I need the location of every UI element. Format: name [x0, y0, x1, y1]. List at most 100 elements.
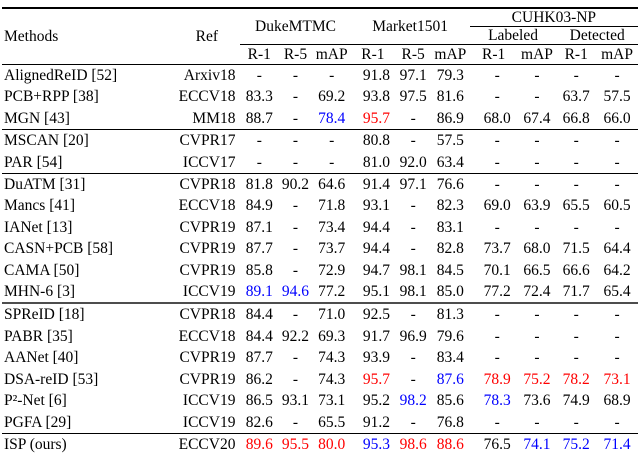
value-cell: -: [573, 349, 579, 367]
method-cell: SPReID [18]: [2, 302, 174, 326]
value-cell: -: [573, 327, 579, 345]
table-row: CASN+PCB [58] CVPR19 87.7 - 73.7 94.4 - 82.8 73.…: [2, 238, 638, 259]
ref-cell: ICCV19: [182, 413, 236, 431]
value-cell: -: [494, 349, 500, 367]
header-metric: mAP: [430, 44, 470, 65]
value-cell: -: [292, 197, 299, 215]
value-cell: 78.2: [562, 370, 590, 388]
value-cell: 74.3: [318, 370, 346, 388]
value-cell: 93.1: [281, 392, 310, 410]
value-cell: 80.8: [350, 129, 396, 152]
ref-cell: CVPR18: [173, 302, 241, 326]
method-cell: MHN-6 [3]: [4, 283, 76, 301]
value-cell: 64.4: [603, 240, 631, 258]
method-cell: MGN [43]: [4, 109, 70, 127]
ref-cell: CVPR17: [173, 129, 241, 152]
ref-cell: CVPR19: [179, 370, 236, 388]
value-cell: -: [395, 129, 431, 152]
value-cell: 66.6: [562, 261, 590, 279]
value-cell: 87.1: [245, 218, 273, 236]
value-cell: 83.1: [436, 218, 464, 236]
value-cell: 98.2: [399, 392, 427, 410]
value-cell: -: [517, 173, 557, 196]
value-cell: 94.4: [362, 240, 390, 258]
value-cell: 66.0: [603, 109, 631, 127]
value-cell: -: [517, 302, 557, 326]
value-cell: 73.4: [318, 218, 346, 236]
value-cell: -: [534, 67, 540, 84]
table-row: PABR [35] ECCV18 84.4 92.2 69.3 91.7 96.9 79.6 -…: [2, 326, 638, 347]
value-cell: -: [596, 302, 638, 326]
value-cell: -: [573, 67, 579, 84]
value-cell: 63.7: [562, 88, 590, 106]
header-metric: mAP: [596, 44, 638, 65]
value-cell: 72.9: [318, 261, 346, 279]
value-cell: 95.7: [362, 370, 390, 388]
table-row: ISP (ours) ECCV20 89.6 95.5 80.0 95.3 98.6 88.6…: [2, 432, 638, 454]
value-cell: 92.0: [399, 153, 427, 171]
value-cell: -: [614, 218, 620, 236]
value-cell: -: [573, 153, 579, 171]
value-cell: 89.1: [245, 283, 273, 301]
value-cell: -: [469, 129, 518, 152]
value-cell: -: [410, 197, 416, 215]
value-cell: 68.9: [603, 392, 631, 410]
value-cell: 95.3: [350, 432, 396, 454]
value-cell: -: [410, 109, 416, 127]
value-cell: 63.4: [436, 153, 464, 171]
table-row: MSCAN [20] CVPR17- - -80.8-57.5- - - -: [2, 129, 638, 152]
value-cell: -: [494, 88, 500, 106]
value-cell: -: [614, 413, 620, 431]
value-cell: -: [614, 153, 620, 171]
value-cell: -: [573, 413, 579, 431]
value-cell: -: [410, 370, 416, 388]
value-cell: -: [292, 413, 299, 431]
value-cell: 65.5: [562, 197, 590, 215]
value-cell: 92.5: [350, 302, 396, 326]
value-cell: 68.0: [483, 109, 511, 127]
value-cell: 73.1: [603, 370, 631, 388]
value-cell: 69.2: [318, 88, 346, 106]
value-cell: -: [517, 129, 557, 152]
value-cell: -: [494, 67, 500, 84]
value-cell: -: [494, 413, 500, 431]
value-cell: -: [329, 153, 335, 171]
method-cell: IANet [13]: [4, 218, 73, 236]
value-cell: -: [278, 129, 313, 152]
value-cell: -: [556, 129, 597, 152]
value-cell: 89.6: [240, 432, 279, 454]
value-cell: 95.1: [362, 283, 390, 301]
header-metric: R-1: [240, 44, 279, 65]
value-cell: -: [410, 413, 416, 431]
value-cell: -: [556, 173, 597, 196]
value-cell: -: [614, 327, 620, 345]
value-cell: 84.4: [245, 327, 273, 345]
method-cell: Mancs [41]: [4, 197, 76, 215]
value-cell: -: [256, 153, 262, 171]
method-cell: CAMA [50]: [4, 261, 80, 279]
value-cell: -: [292, 109, 299, 127]
value-cell: -: [395, 302, 431, 326]
value-cell: 66.5: [523, 261, 551, 279]
value-cell: 70.1: [483, 261, 511, 279]
table-row: Mancs [41] ECCV18 84.9 - 71.8 93.1 - 82.3 69.0 63…: [2, 195, 638, 216]
value-cell: 94.6: [281, 283, 310, 301]
value-cell: 88.6: [430, 432, 470, 454]
value-cell: -: [596, 129, 638, 152]
method-cell: CASN+PCB [58]: [4, 240, 114, 258]
value-cell: 76.8: [436, 413, 464, 431]
table-row: MGN [43] MM18 88.7 - 78.4 95.7 - 86.9 68.0 67.4 66…: [2, 108, 638, 130]
table-row: AANet [40] CVPR19 87.7 - 74.3 93.9 - 83.4 - - - -: [2, 347, 638, 368]
value-cell: 69.0: [483, 197, 511, 215]
ref-cell: Arxiv18: [183, 67, 236, 84]
table-row: SPReID [18] CVPR18 84.4-71.0 92.5-81.3- - - -: [2, 302, 638, 326]
value-cell: 73.7: [318, 240, 346, 258]
value-cell: 67.4: [523, 109, 551, 127]
method-cell: PGFA [29]: [4, 413, 72, 431]
value-cell: 87.6: [436, 370, 464, 388]
header-metric: mAP: [517, 44, 557, 65]
value-cell: 73.1: [318, 392, 346, 410]
value-cell: -: [469, 173, 518, 196]
value-cell: -: [534, 349, 540, 367]
header-metric: R-5: [395, 44, 431, 65]
